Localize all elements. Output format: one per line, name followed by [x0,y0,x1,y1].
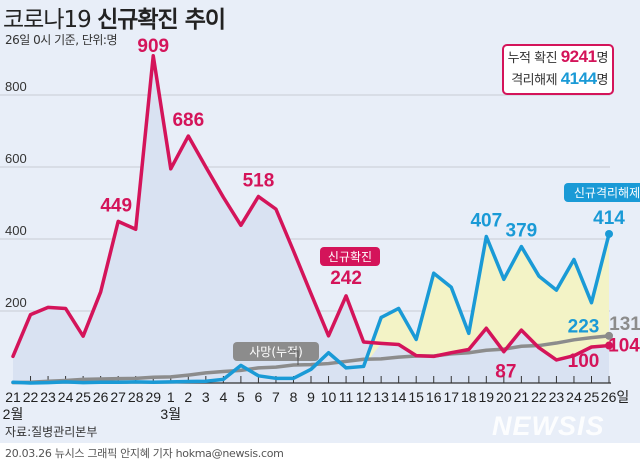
confirmed-data-label: 242 [330,268,362,289]
deaths-line [11,334,611,385]
x-tick-label: 17 [443,389,459,405]
released-series-tag-bg [564,183,640,202]
confirmed-data-label: 909 [137,36,169,57]
released-area [363,233,610,367]
y-tick-label: 800 [5,79,27,94]
chart-subtitle: 26일 0시 기준, 단위:명 [5,33,118,47]
confirmed-end-dot [605,341,614,350]
confirmed-label: 누적 확진 [507,51,558,66]
chart-title: 코로나19 신규확진 추이 [3,0,226,34]
confirmed-series-tag-bg [320,247,380,266]
x-tick-label: 6 [255,389,263,405]
x-tick-label: 26 [93,389,109,405]
x-tick-label: 12 [356,389,372,405]
summary-released: 격리해제 4144명 [504,68,612,90]
released-line [11,232,611,385]
x-tick-label: 5 [237,389,245,405]
x-tick-label: 2 [184,389,192,405]
released-data-label: 223 [568,317,600,338]
x-tick-label: 13 [373,389,389,405]
deaths-series-tag: 사망(누적) [249,345,303,359]
x-tick-label: 10 [321,389,337,405]
x-tick-label: 7 [272,389,280,405]
x-tick-label: 22 [23,389,39,405]
x-tick-label: 14 [391,389,407,405]
x-tick-label: 11 [339,389,354,405]
x-tick-label: 25 [75,389,91,405]
released-data-label: 407 [470,210,502,231]
x-tick-label: 27 [110,389,126,405]
title-main: 신규확진 추이 [97,7,226,33]
x-tick-label: 22 [531,389,547,405]
deaths-data-label: 131 [609,314,640,335]
y-tick-label: 200 [5,295,27,310]
x-tick-label: 24 [566,389,582,405]
month-label: 3월 [160,406,181,422]
released-total: 4144 [560,69,597,88]
confirmed-line [11,54,611,362]
x-tick-label: 4 [219,389,227,405]
y-tick-label: 400 [5,223,27,238]
x-tick-label: 29 [145,389,161,405]
x-tick-label: 18 [461,389,477,405]
credit-line: 20.03.26 뉴시스 그래픽 안지혜 기자 hokma@newsis.com [5,447,284,460]
confirmed-series-tag: 신규확진 [328,250,372,264]
y-tick-label: 600 [5,151,27,166]
deaths-tag-leader [290,350,299,365]
confirmed-data-label: 686 [172,110,204,131]
x-tick-label: 16 [426,389,442,405]
released-series-tag: 신규격리해제 [574,186,640,200]
confirmed-total: 9241 [560,47,597,66]
x-tick-label: 19 [479,389,495,405]
deaths-end-dot [605,331,614,340]
summary-box: 누적 확진 9241명 격리해제 4144명 [502,44,614,95]
x-tick-label: 24 [58,389,74,405]
title-prefix: 코로나19 [3,7,92,33]
x-tick-label: 20 [496,389,512,405]
x-tick-label: 25 [584,389,600,405]
released-end-dot [605,229,614,238]
x-tick-label: 3 [202,389,210,405]
x-tick-label: 23 [549,389,565,405]
confirmed-area [13,55,610,383]
confirmed-data-label: 449 [100,195,132,216]
x-tick-label: 9 [307,389,315,405]
confirmed-data-label: 87 [495,362,516,383]
x-tick-label: 8 [290,389,298,405]
newsis-logo: NEWSIS [492,411,605,441]
released-data-label: 414 [593,208,625,229]
x-tick-label: 15 [408,389,424,405]
x-tick-label: 1 [167,389,175,405]
x-tick-label: 23 [40,389,56,405]
confirmed-unit: 명 [596,51,609,66]
released-unit: 명 [596,73,609,88]
released-label: 격리해제 [511,73,558,88]
x-tick-label: 21 [514,389,530,405]
summary-confirmed: 누적 확진 9241명 [504,46,612,68]
month-label: 2월 [3,406,24,422]
x-tick-label: 21 [5,389,21,405]
source-note: 자료:질병관리본부 [5,425,98,439]
confirmed-data-label: 100 [568,351,600,372]
x-tick-label: 26일 [601,389,629,405]
released-data-label: 379 [506,221,538,242]
confirmed-data-label: 104 [608,336,640,357]
confirmed-data-label: 518 [243,171,275,192]
x-tick-label: 28 [128,389,144,405]
